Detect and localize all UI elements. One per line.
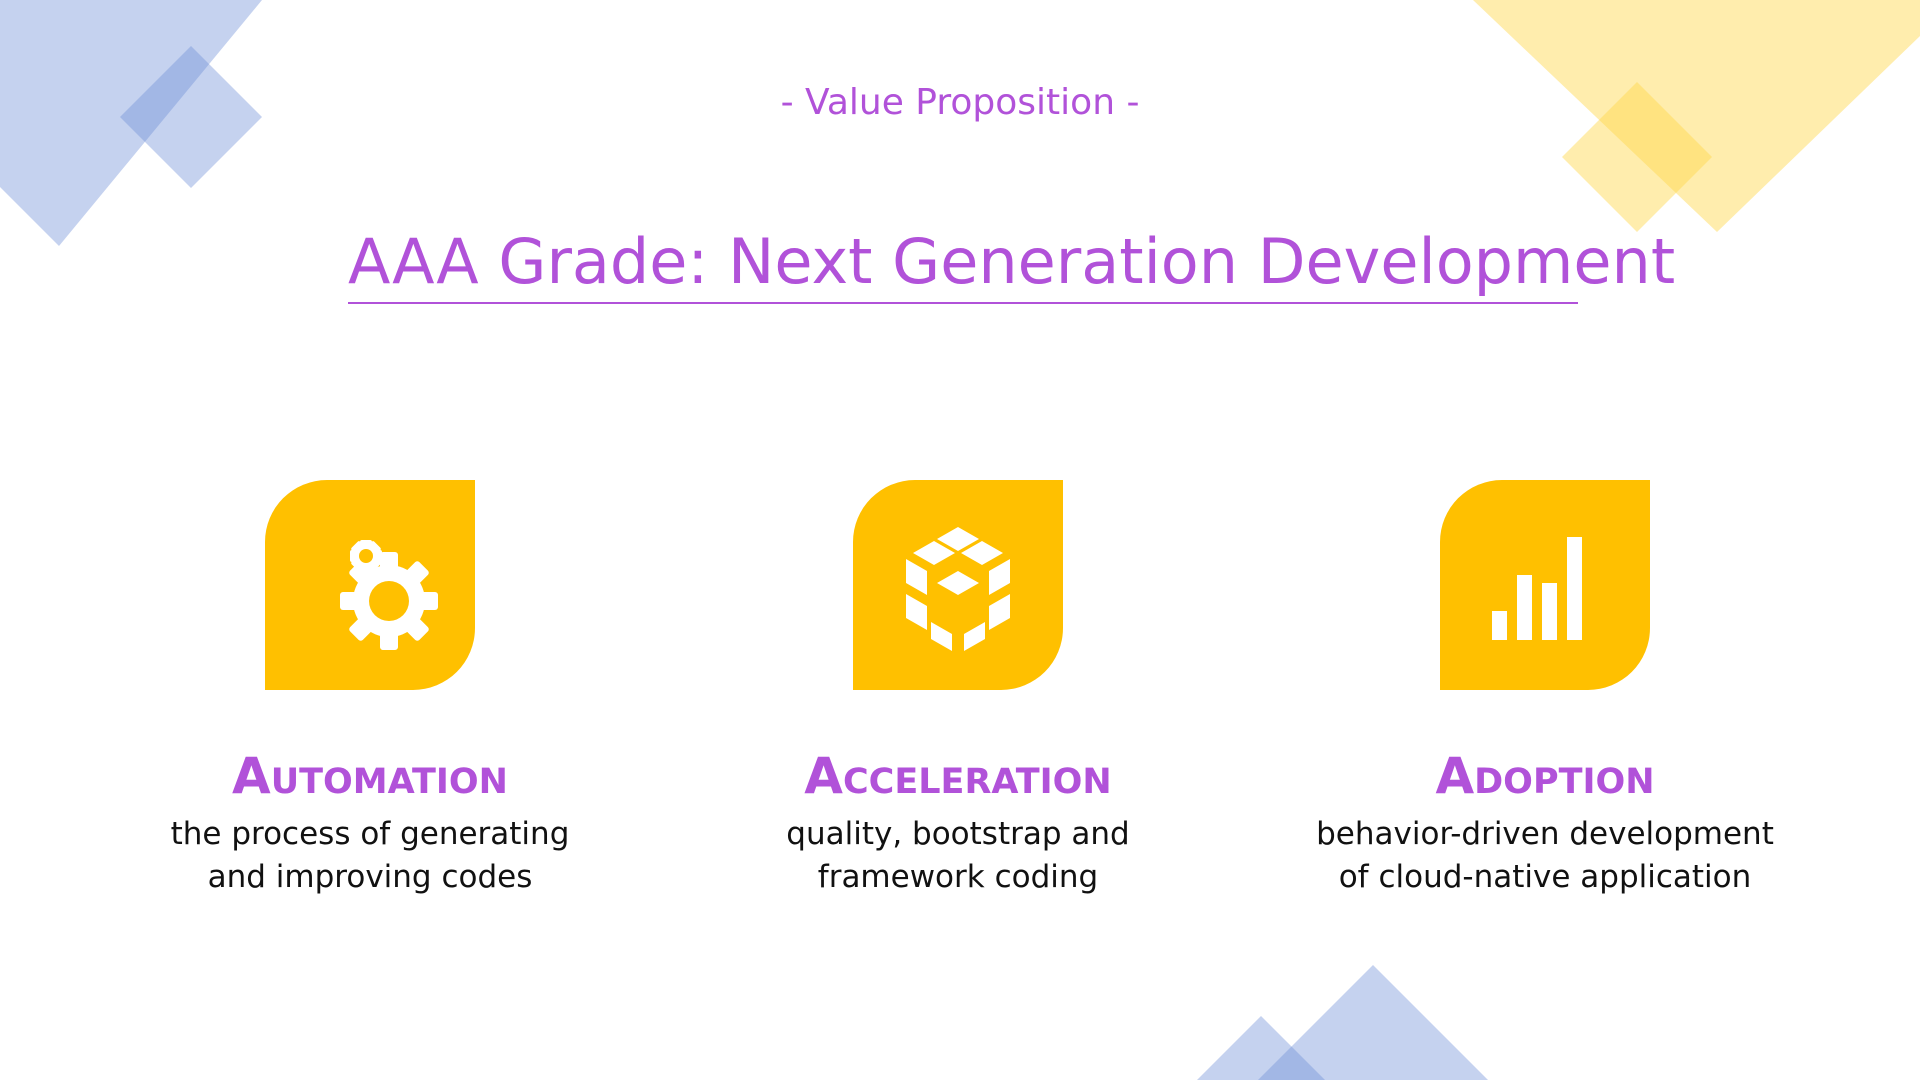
feature-description: quality, bootstrap and framework coding [698, 813, 1218, 899]
diamond-bottom-large [1258, 965, 1488, 1080]
diamond-bottom-small [1197, 1016, 1325, 1080]
slide-title: AAA Grade: Next Generation Development [348, 222, 1675, 304]
diamond-top-right-large [1473, 0, 1920, 232]
feature-heading: Acceleration [804, 747, 1112, 805]
bar-chart-icon [1492, 537, 1582, 640]
diamond-top-left-small [120, 46, 262, 188]
feature-heading: Adoption [1435, 747, 1655, 805]
feature-adoption: Adoption behavior-driven development of … [1285, 0, 1805, 1080]
icon-tile [265, 480, 475, 690]
cube-icon [906, 527, 1010, 651]
feature-description-line: the process of generating [170, 816, 570, 852]
feature-description-line: and improving codes [207, 859, 533, 895]
feature-automation: Automation the process of generating and… [110, 0, 630, 1080]
feature-description-line: framework coding [817, 859, 1099, 895]
slide-subtitle: - Value Proposition - [780, 82, 1140, 123]
feature-description-line: of cloud-native application [1338, 859, 1752, 895]
gears-icon [340, 540, 438, 650]
diamond-top-right-small [1562, 82, 1712, 232]
feature-description-line: behavior-driven development [1316, 816, 1774, 852]
feature-heading: Automation [232, 747, 508, 805]
icon-tile [1440, 480, 1650, 690]
feature-acceleration: Acceleration quality, bootstrap and fram… [698, 0, 1218, 1080]
diamond-top-left-large [0, 0, 262, 246]
feature-description: the process of generating and improving … [110, 813, 630, 899]
feature-description: behavior-driven development of cloud-nat… [1285, 813, 1805, 899]
feature-description-line: quality, bootstrap and [786, 816, 1130, 852]
icon-tile [853, 480, 1063, 690]
